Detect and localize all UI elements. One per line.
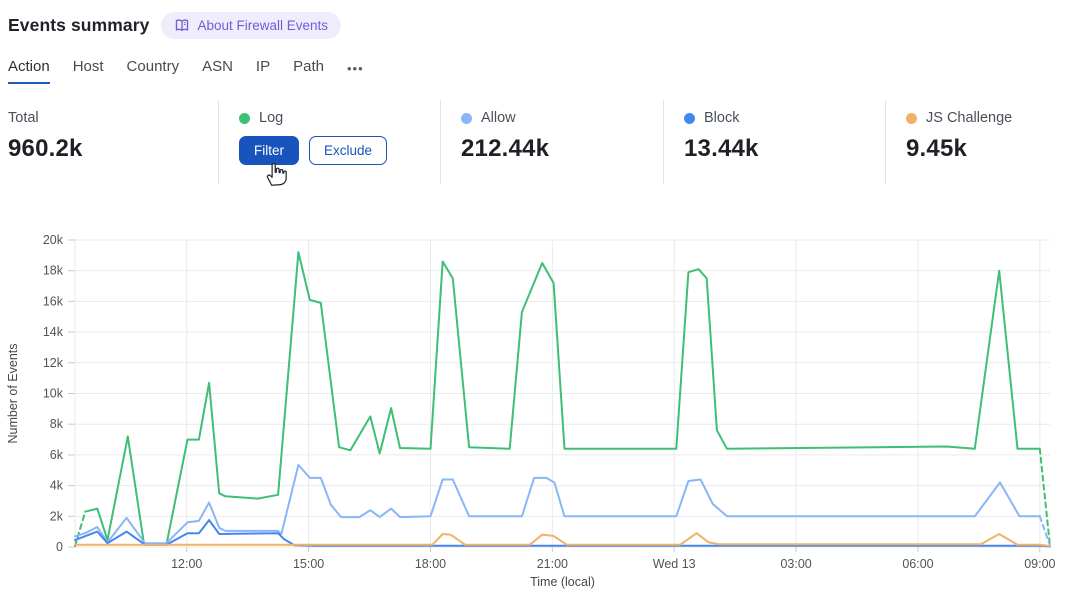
x-axis-tick-label: 06:00 [902, 557, 933, 571]
stat-label-total: Total [8, 110, 39, 126]
x-axis-tick-label: 15:00 [293, 557, 324, 571]
events-timeseries-chart[interactable]: 0 2k 4k 6k 8k 10k 12k 14k 16k 18k 20k 12:00 15:00 18:… [0, 228, 1068, 596]
series-line-dashed-end-log [1038, 447, 1051, 548]
y-axis-tick-label: 12k [43, 356, 64, 370]
stat-label-allow: Allow [481, 110, 516, 126]
y-axis-tick-label: 4k [50, 479, 64, 493]
exclude-button[interactable]: Exclude [309, 136, 388, 165]
js-challenge-legend-dot [906, 112, 917, 124]
series-line-dashed-start-log [74, 510, 87, 548]
x-axis-tick-label: 09:00 [1024, 557, 1055, 571]
x-axis-tick-label: 03:00 [780, 557, 811, 571]
series-line-allow [74, 463, 1041, 545]
stat-label-block: Block [704, 110, 740, 126]
stat-card-block[interactable]: Block 13.44k [663, 100, 885, 184]
stat-card-js-challenge[interactable]: JS Challenge 9.45k [885, 100, 1068, 184]
tab-action[interactable]: Action [8, 58, 50, 84]
allow-legend-dot [461, 112, 472, 124]
y-axis-tick-label: 18k [43, 264, 64, 278]
y-axis-tick-label: 20k [43, 233, 64, 247]
log-legend-dot [239, 112, 250, 124]
y-axis-tick-label: 6k [50, 448, 64, 462]
header: Events summary About Firewall Events [8, 12, 342, 39]
stat-value-total: 960.2k [8, 135, 83, 162]
y-axis-tick-label: 0 [56, 540, 63, 554]
y-axis-tick-label: 16k [43, 294, 64, 308]
open-book-icon [174, 18, 190, 33]
y-axis-tick-label: 8k [50, 417, 64, 431]
x-axis-title: Time (local) [530, 575, 595, 589]
axis-labels: 0 2k 4k 6k 8k 10k 12k 14k 16k 18k 20k 12:00 15:00 18:… [6, 233, 1056, 589]
series-lines [74, 251, 1051, 548]
block-legend-dot [684, 112, 695, 124]
y-axis-tick-label: 14k [43, 325, 64, 339]
x-axis-tick-label: Wed 13 [653, 557, 696, 571]
filter-button[interactable]: Filter [239, 136, 299, 165]
tab-ip[interactable]: IP [255, 58, 271, 75]
series-line-dashed-end-allow [1038, 515, 1051, 547]
y-axis-title: Number of Events [6, 343, 20, 443]
stats-row: Total 960.2k Log Filter Exclude Allow 21… [0, 100, 1068, 184]
y-axis-tick-label: 10k [43, 387, 64, 401]
stat-card-total: Total 960.2k [0, 100, 218, 184]
x-axis-tick-label: 12:00 [171, 557, 202, 571]
stat-label-log: Log [259, 110, 284, 126]
stat-value-js-challenge: 9.45k [906, 135, 968, 162]
stat-card-allow[interactable]: Allow 212.44k [440, 100, 663, 184]
about-firewall-events-link[interactable]: About Firewall Events [161, 12, 342, 39]
tab-path[interactable]: Path [293, 58, 324, 75]
about-badge-label: About Firewall Events [197, 18, 329, 33]
stat-card-log[interactable]: Log Filter Exclude [218, 100, 440, 184]
series-line-js-challenge [74, 532, 1051, 548]
page-title: Events summary [8, 15, 150, 35]
tabs-more-icon[interactable]: ••• [346, 61, 364, 76]
tab-country[interactable]: Country [126, 58, 180, 75]
stat-label-js-challenge: JS Challenge [926, 110, 1013, 126]
gridlines [68, 239, 1050, 552]
stat-value-block: 13.44k [684, 135, 759, 162]
tab-host[interactable]: Host [72, 58, 104, 75]
y-axis-tick-label: 2k [50, 509, 64, 523]
tab-asn[interactable]: ASN [202, 58, 233, 75]
x-axis-tick-label: 18:00 [415, 557, 446, 571]
x-axis-tick-label: 21:00 [537, 557, 568, 571]
series-line-log [84, 251, 1041, 546]
stat-value-allow: 212.44k [461, 135, 550, 162]
tab-bar: Action Host Country ASN IP Path ••• [8, 58, 364, 84]
